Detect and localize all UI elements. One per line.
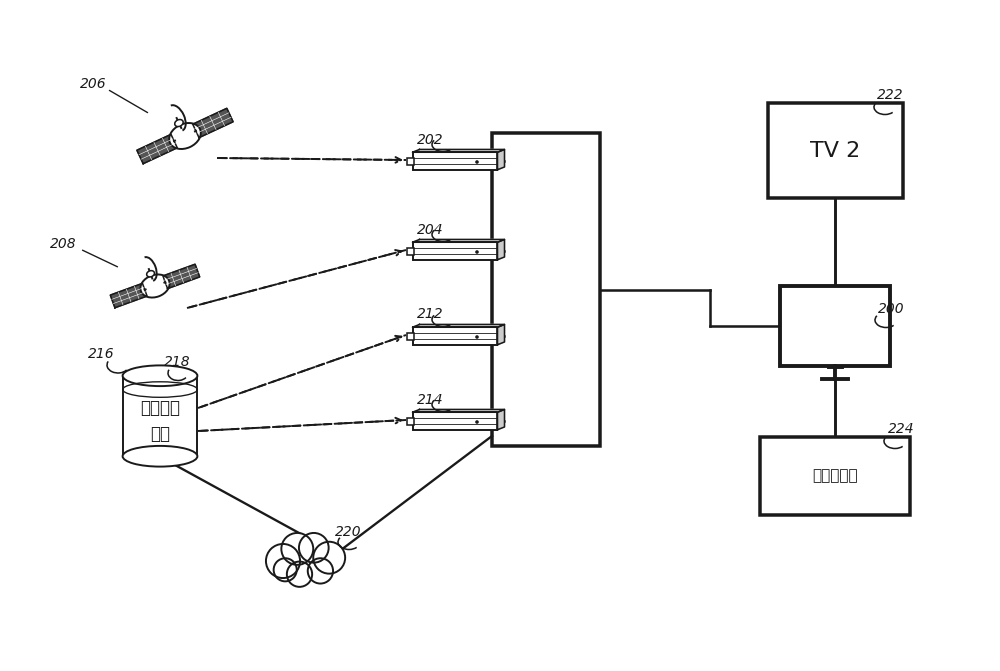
Polygon shape <box>137 134 177 164</box>
Ellipse shape <box>175 119 183 127</box>
Circle shape <box>475 336 479 339</box>
Text: 202: 202 <box>417 132 444 146</box>
Circle shape <box>475 420 479 424</box>
Text: 200: 200 <box>878 302 905 316</box>
Polygon shape <box>193 108 233 138</box>
FancyBboxPatch shape <box>780 286 890 366</box>
FancyBboxPatch shape <box>407 333 414 340</box>
Polygon shape <box>497 150 505 170</box>
Polygon shape <box>163 264 200 289</box>
Polygon shape <box>110 283 147 308</box>
FancyBboxPatch shape <box>768 103 902 199</box>
Text: 214: 214 <box>417 393 444 407</box>
Ellipse shape <box>169 123 201 149</box>
FancyBboxPatch shape <box>413 152 497 170</box>
Text: 222: 222 <box>877 88 904 102</box>
FancyBboxPatch shape <box>407 248 414 255</box>
Text: 212: 212 <box>417 307 444 321</box>
Circle shape <box>287 562 312 587</box>
Text: 204: 204 <box>417 223 444 236</box>
Circle shape <box>475 250 479 254</box>
Polygon shape <box>497 409 505 429</box>
Circle shape <box>281 533 313 565</box>
FancyBboxPatch shape <box>413 327 497 345</box>
Text: 206: 206 <box>80 77 107 91</box>
FancyBboxPatch shape <box>413 412 497 429</box>
Polygon shape <box>497 325 505 345</box>
Ellipse shape <box>147 270 154 277</box>
Text: TV 2: TV 2 <box>810 141 860 161</box>
Circle shape <box>299 533 329 563</box>
Ellipse shape <box>123 366 197 386</box>
Text: 游戏控制台: 游戏控制台 <box>812 468 858 484</box>
Text: 220: 220 <box>335 525 362 539</box>
Circle shape <box>266 544 300 578</box>
Text: 208: 208 <box>50 237 77 251</box>
Polygon shape <box>413 325 505 327</box>
Text: 224: 224 <box>888 422 915 436</box>
Circle shape <box>475 160 479 164</box>
Circle shape <box>313 541 345 574</box>
Polygon shape <box>413 240 505 242</box>
FancyBboxPatch shape <box>407 158 414 165</box>
FancyBboxPatch shape <box>413 242 497 260</box>
FancyBboxPatch shape <box>492 133 600 446</box>
FancyBboxPatch shape <box>123 376 197 456</box>
FancyBboxPatch shape <box>760 437 910 515</box>
Polygon shape <box>497 240 505 260</box>
FancyBboxPatch shape <box>407 418 414 425</box>
Text: 216: 216 <box>88 347 115 361</box>
Circle shape <box>308 558 333 584</box>
Polygon shape <box>413 150 505 152</box>
Ellipse shape <box>140 274 170 297</box>
Circle shape <box>274 558 297 581</box>
Text: 系统: 系统 <box>150 425 170 443</box>
Text: 缆线头端: 缆线头端 <box>140 399 180 417</box>
Ellipse shape <box>123 446 197 466</box>
Text: 218: 218 <box>164 355 191 369</box>
Polygon shape <box>413 409 505 412</box>
